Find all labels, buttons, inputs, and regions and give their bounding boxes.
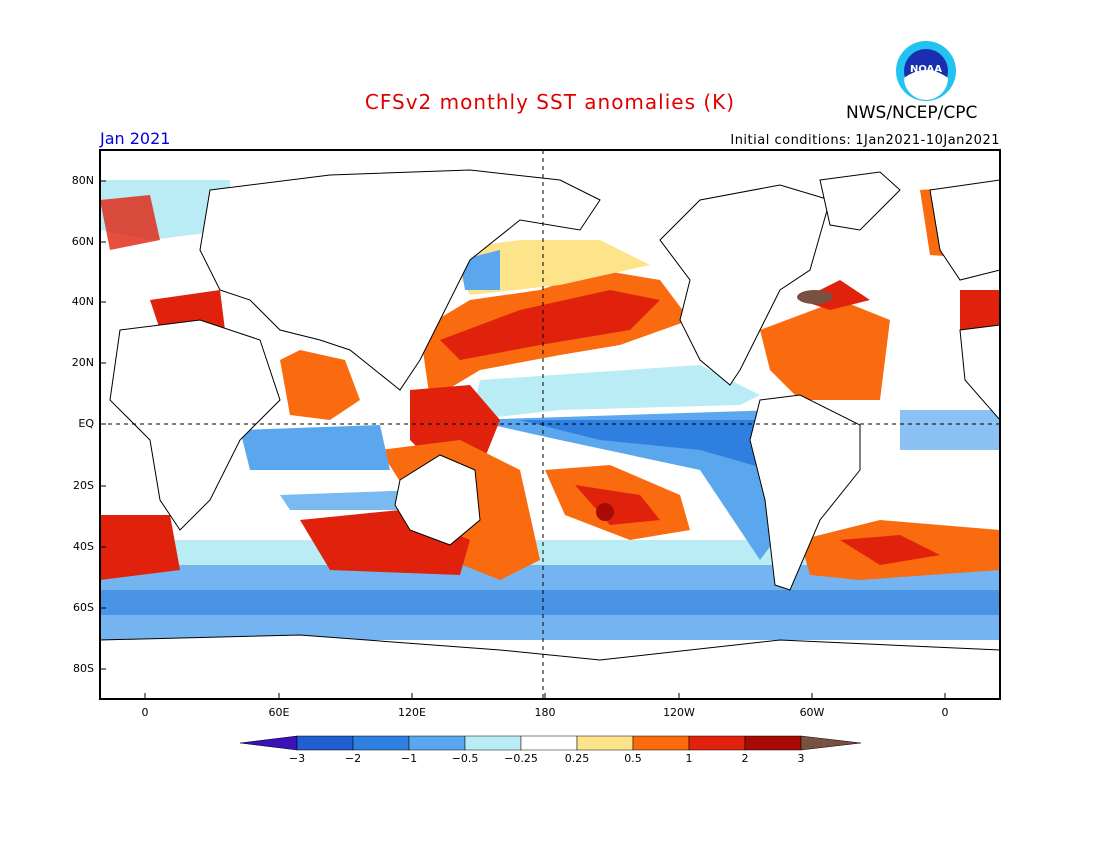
colorbar-swatch — [352, 735, 410, 751]
colorbar-tick-label: −1 — [400, 752, 418, 765]
lat-label: 20S — [73, 479, 94, 492]
lon-label: 0 — [141, 706, 149, 719]
colorbar-swatch — [800, 735, 862, 751]
colorbar-swatch — [576, 735, 634, 751]
lat-label: 40N — [71, 295, 94, 308]
colorbar-tick-label: 1 — [685, 752, 693, 765]
colorbar-tick-label: 0.5 — [624, 752, 642, 765]
lat-label: 60S — [73, 601, 94, 614]
lat-label: EQ — [78, 417, 94, 430]
colorbar-tick-label: 0.25 — [564, 752, 590, 765]
colorbar-swatch — [239, 735, 298, 751]
colorbar-tick-label: −3 — [288, 752, 306, 765]
continent-outlines — [100, 169, 1000, 699]
colorbar-swatch — [744, 735, 802, 751]
lon-label: 60W — [799, 706, 825, 719]
colorbar-swatch — [296, 735, 354, 751]
month-label: Jan 2021 — [100, 129, 171, 148]
colorbar-swatch — [688, 735, 746, 751]
lon-label: 60E — [268, 706, 290, 719]
colorbar-tick-label: 3 — [797, 752, 805, 765]
lat-label: 20N — [71, 356, 94, 369]
colorbar-tick-label: −0.25 — [504, 752, 538, 765]
lat-label: 80N — [71, 174, 94, 187]
anomaly-field — [100, 150, 1000, 699]
noaa-logo: NOAA — [896, 41, 956, 101]
colorbar-tick-label: −2 — [344, 752, 362, 765]
axis-ticks — [100, 180, 946, 699]
lat-label: 80S — [73, 662, 94, 675]
map-title: CFSv2 monthly SST anomalies (K) — [364, 90, 736, 114]
lat-label: 40S — [73, 540, 94, 553]
colorbar-swatch — [408, 735, 466, 751]
noaa-logo-text: NOAA — [910, 64, 942, 75]
agency-label: NWS/NCEP/CPC — [846, 103, 978, 123]
colorbar-swatch — [464, 735, 522, 751]
colorbar-tick-label: 2 — [741, 752, 749, 765]
lat-label: 60N — [71, 235, 94, 248]
colorbar — [239, 735, 862, 751]
initial-conditions-label: Initial conditions: — [730, 133, 852, 148]
lon-label: 0 — [941, 706, 949, 719]
colorbar-tick-label: −0.5 — [451, 752, 479, 765]
colorbar-swatch — [520, 735, 578, 751]
lon-label: 120W — [663, 706, 695, 719]
colorbar-swatch — [632, 735, 690, 751]
initial-conditions: Initial conditions: 1Jan2021-10Jan2021 — [726, 133, 1000, 148]
initial-conditions-range: 1Jan2021-10Jan2021 — [855, 133, 1000, 148]
lon-label: 180 — [534, 706, 556, 719]
lon-label: 120E — [398, 706, 426, 719]
